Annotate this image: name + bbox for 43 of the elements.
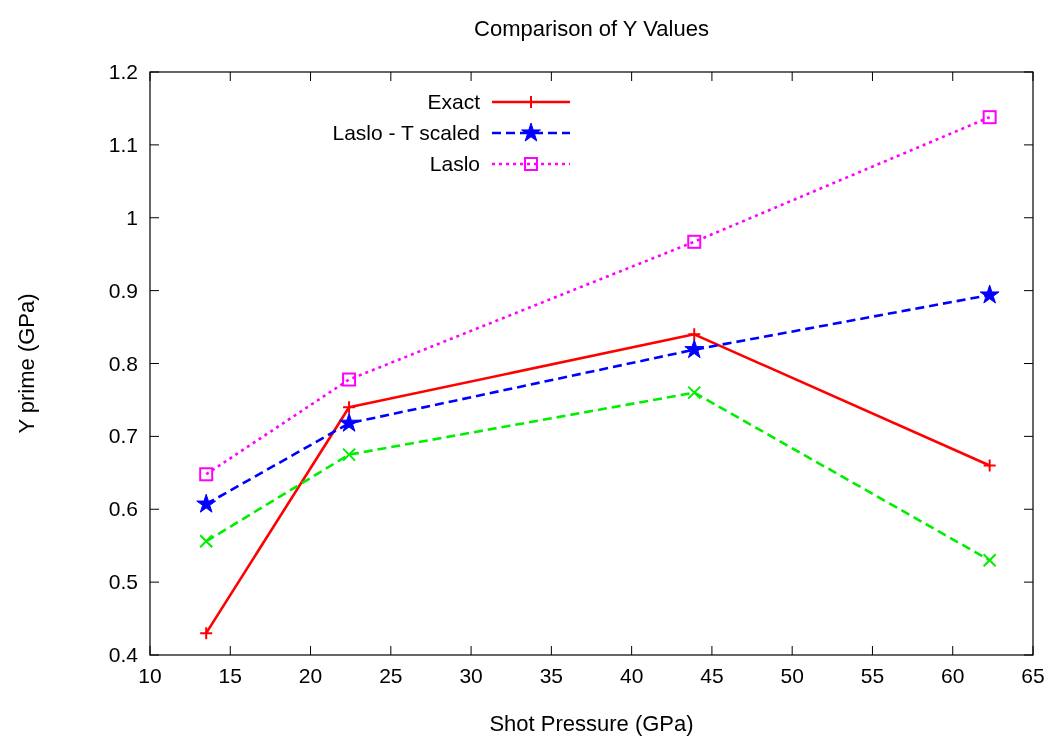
y-tick-label: 0.4 <box>108 643 139 666</box>
y-tick-label: 0.8 <box>108 351 138 375</box>
legend-label: Laslo <box>429 152 480 175</box>
y-tick-label: 1.1 <box>108 132 138 156</box>
y-tick-label: 1 <box>126 205 138 229</box>
point <box>979 284 1000 304</box>
x-tick-label: 30 <box>459 664 483 687</box>
point <box>199 467 214 482</box>
point <box>982 110 997 125</box>
x-tick-label: 20 <box>298 664 323 687</box>
x-tick-label: 65 <box>1021 664 1045 687</box>
y-axis-title: Y prime (GPa) <box>14 293 39 434</box>
point <box>687 327 702 342</box>
y-tick-label: 0.7 <box>108 424 138 448</box>
x-tick-label: 15 <box>218 664 242 687</box>
point <box>982 553 997 568</box>
point <box>199 626 214 641</box>
point <box>687 385 702 400</box>
point <box>342 400 357 415</box>
point <box>196 493 217 513</box>
x-tick-label: 35 <box>539 664 564 687</box>
x-axis-title: Shot Pressure (GPa) <box>489 711 694 736</box>
y-tick-label: 0.9 <box>108 278 138 302</box>
x-tick-label: 45 <box>700 664 724 687</box>
x-tick-label: 40 <box>619 664 644 687</box>
y-tick-label: 0.6 <box>108 497 138 521</box>
y-tick-label: 0.5 <box>108 570 138 594</box>
x-tick-label: 60 <box>941 664 965 687</box>
x-tick-label: 55 <box>860 664 885 687</box>
legend-label: Laslo - T scaled <box>332 121 480 144</box>
x-tick-label: 50 <box>780 664 804 687</box>
legend-label: Exact <box>427 90 481 113</box>
point <box>342 372 357 387</box>
point <box>982 458 997 473</box>
point <box>684 339 705 359</box>
y-tick-label: 1.2 <box>108 60 138 83</box>
chart-title: Comparison of Y Values <box>474 16 709 41</box>
x-tick-label: 10 <box>138 664 162 687</box>
point <box>687 234 702 249</box>
point <box>199 534 214 549</box>
x-tick-label: 25 <box>379 664 403 687</box>
point <box>342 447 357 462</box>
point <box>339 412 359 432</box>
